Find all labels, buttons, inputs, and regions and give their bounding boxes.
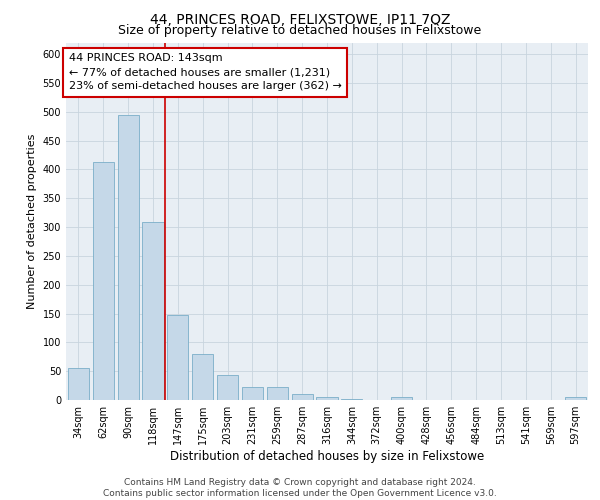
Bar [217,374,238,400]
Bar [167,314,188,400]
Text: Contains HM Land Registry data © Crown copyright and database right 2024.
Contai: Contains HM Land Registry data © Crown c… [103,478,497,498]
Y-axis label: Number of detached properties: Number of detached properties [27,134,37,309]
Bar [242,388,263,400]
X-axis label: Distribution of detached houses by size in Felixstowe: Distribution of detached houses by size … [170,450,484,463]
Bar [391,397,412,400]
Text: 44 PRINCES ROAD: 143sqm
← 77% of detached houses are smaller (1,231)
23% of semi: 44 PRINCES ROAD: 143sqm ← 77% of detache… [68,53,341,91]
Bar [316,396,338,400]
Text: Size of property relative to detached houses in Felixstowe: Size of property relative to detached ho… [118,24,482,37]
Bar [142,222,164,400]
Bar [565,397,586,400]
Text: 44, PRINCES ROAD, FELIXSTOWE, IP11 7QZ: 44, PRINCES ROAD, FELIXSTOWE, IP11 7QZ [150,12,450,26]
Bar [292,394,313,400]
Bar [192,354,213,400]
Bar [93,162,114,400]
Bar [267,388,288,400]
Bar [118,115,139,400]
Bar [68,368,89,400]
